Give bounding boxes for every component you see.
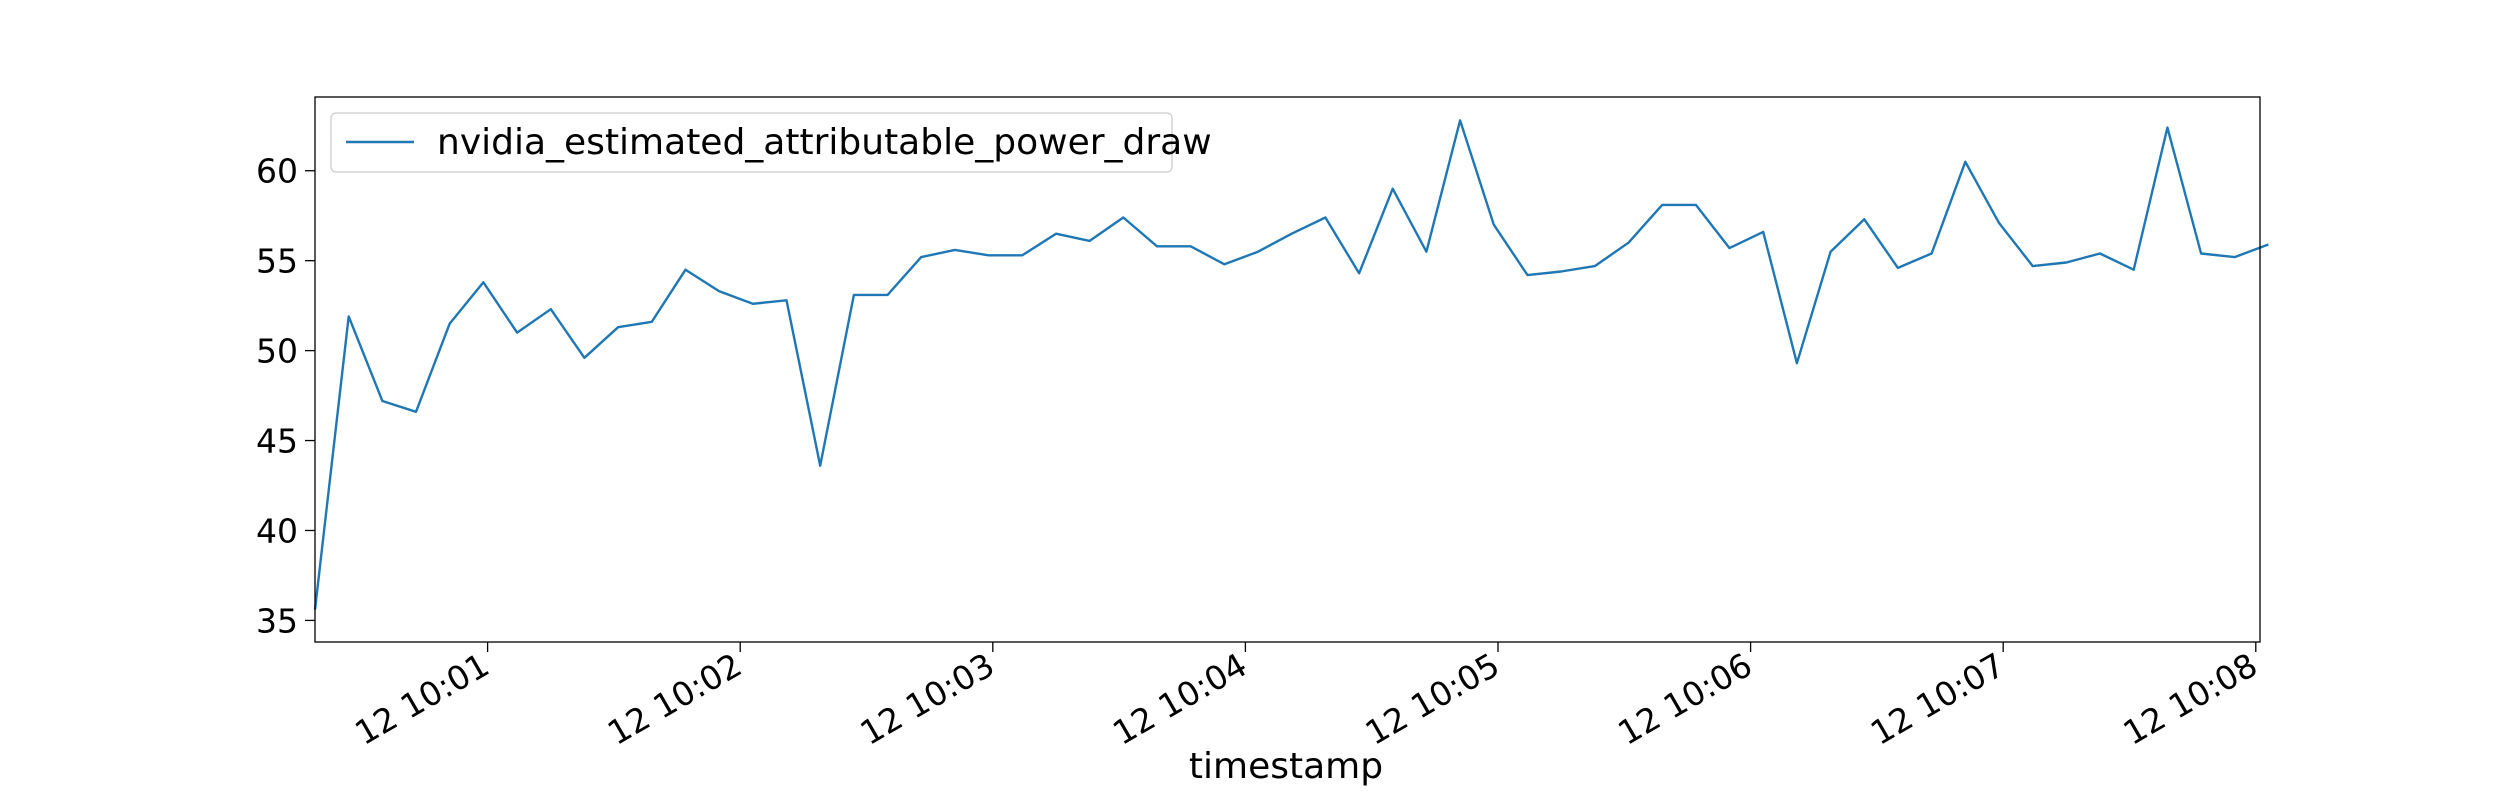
x-tick-label: 12 10:03 [853, 645, 1000, 753]
plot-background [315, 97, 2260, 642]
x-tick-label: 12 10:07 [1864, 645, 2011, 753]
y-tick-label: 35 [256, 601, 298, 640]
x-tick-label: 12 10:04 [1106, 645, 1253, 753]
y-axis-ticks: 35 40 45 50 55 60 [256, 152, 315, 640]
y-tick-label: 55 [256, 242, 298, 281]
x-tick-label: 12 10:06 [1611, 645, 1758, 753]
y-tick-label: 40 [256, 511, 298, 550]
y-tick-label: 45 [256, 422, 298, 461]
x-tick-label: 12 10:01 [348, 645, 495, 753]
legend: nvidia_estimated_attributable_power_draw [330, 112, 1212, 173]
x-axis-title: timestamp [1189, 746, 1383, 787]
x-tick-label: 12 10:08 [2116, 645, 2263, 753]
y-tick-label: 50 [256, 332, 298, 371]
x-axis-ticks: 12 10:01 12 10:02 12 10:03 12 10:04 12 10:05… [348, 642, 2264, 753]
legend-box [330, 112, 1173, 173]
plot-frame [314, 96, 2261, 643]
x-tick-label: 12 10:02 [601, 645, 748, 753]
y-tick-label: 60 [256, 152, 298, 191]
x-tick-label: 12 10:05 [1359, 645, 1506, 753]
series-line-power-draw [313, 119, 2269, 610]
legend-label: nvidia_estimated_attributable_power_draw [437, 122, 1212, 163]
